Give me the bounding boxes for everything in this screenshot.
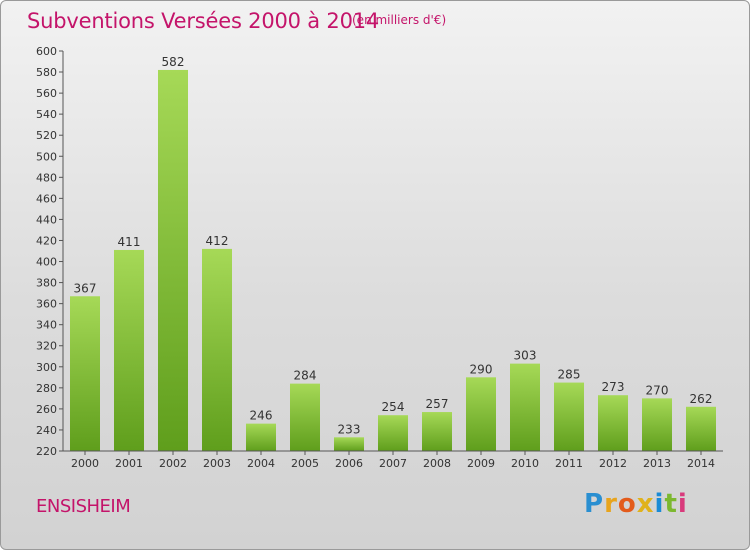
- logo-letter: i: [654, 489, 665, 519]
- x-tick-label: 2012: [599, 457, 627, 470]
- value-label-2004: 246: [250, 409, 273, 423]
- y-axis: 220 240 260 280 300 320 340 360 380 400 420 440 460 4…: [36, 45, 64, 458]
- bar-2004: [246, 423, 276, 451]
- y-tick-label: 220: [36, 445, 57, 458]
- y-tick-label: 560: [36, 87, 57, 100]
- x-tick-label: 2010: [511, 457, 539, 470]
- x-tick-label: 2001: [115, 457, 143, 470]
- x-tick-label: 2009: [467, 457, 495, 470]
- y-tick-label: 280: [36, 382, 57, 395]
- value-label-2005: 284: [294, 369, 317, 383]
- y-tick-label: 360: [36, 298, 57, 311]
- bar-2001: [114, 249, 144, 451]
- bar-2007: [378, 415, 408, 451]
- y-tick-label: 460: [36, 192, 57, 205]
- value-label-2009: 290: [470, 362, 493, 376]
- y-tick-label: 400: [36, 256, 57, 269]
- y-tick-label: 480: [36, 171, 57, 184]
- x-tick-label: 2005: [291, 457, 319, 470]
- value-label-2007: 254: [382, 400, 405, 414]
- bar-2014: [686, 406, 716, 451]
- y-tick-label: 320: [36, 340, 57, 353]
- x-tick-label: 2013: [643, 457, 671, 470]
- bar-2008: [422, 412, 452, 451]
- bars: 367 411 582 412 246 284 233 254 257 290 303 285 273 2…: [70, 55, 716, 452]
- bar-2009: [466, 377, 496, 451]
- chart-subtitle: (en milliers d'€): [352, 13, 447, 27]
- bar-2006: [334, 437, 364, 451]
- x-tick-label: 2006: [335, 457, 363, 470]
- y-tick-label: 540: [36, 108, 57, 121]
- logo-letter: t: [664, 489, 678, 519]
- chart-title: Subventions Versées 2000 à 2014: [27, 9, 380, 33]
- logo-letter: r: [604, 489, 618, 519]
- x-tick-label: 2008: [423, 457, 451, 470]
- y-tick-label: 520: [36, 129, 57, 142]
- logo-letter: x: [636, 489, 655, 519]
- y-tick-label: 340: [36, 319, 57, 332]
- value-label-2008: 257: [426, 397, 449, 411]
- y-tick-label: 420: [36, 234, 57, 247]
- y-tick-label: 300: [36, 361, 57, 374]
- value-label-2000: 367: [74, 281, 97, 295]
- bar-2000: [70, 296, 100, 451]
- x-axis: 2000 2001 2002 2003 2004 2005 2006 2007 2008 2009…: [63, 450, 723, 470]
- value-label-2012: 273: [602, 380, 625, 394]
- y-tick-label: 440: [36, 213, 57, 226]
- x-tick-label: 2000: [71, 457, 99, 470]
- x-tick-label: 2004: [247, 457, 275, 470]
- value-label-2006: 233: [338, 422, 361, 436]
- x-tick-label: 2003: [203, 457, 231, 470]
- y-tick-label: 380: [36, 277, 57, 290]
- x-tick-label: 2007: [379, 457, 407, 470]
- x-tick-label: 2014: [687, 457, 715, 470]
- value-label-2011: 285: [558, 368, 581, 382]
- commune-name: ENSISHEIM: [36, 496, 131, 517]
- y-tick-label: 500: [36, 150, 57, 163]
- bar-2013: [642, 398, 672, 451]
- bar-2002: [158, 69, 188, 452]
- value-label-2001: 411: [118, 235, 141, 249]
- value-label-2013: 270: [646, 383, 669, 397]
- y-tick-label: 600: [36, 45, 57, 58]
- bar-2010: [510, 363, 540, 451]
- logo-letter: P: [584, 489, 605, 519]
- y-tick-label: 580: [36, 66, 57, 79]
- value-label-2010: 303: [514, 349, 537, 363]
- value-label-2002: 582: [162, 55, 185, 69]
- bar-2011: [554, 382, 584, 451]
- value-label-2014: 262: [690, 392, 713, 406]
- bar-2012: [598, 395, 628, 451]
- proxiti-logo: Proxiti: [584, 489, 688, 519]
- x-tick-label: 2002: [159, 457, 187, 470]
- y-tick-label: 260: [36, 403, 57, 416]
- y-tick-label: 240: [36, 424, 57, 437]
- logo-letter: i: [677, 489, 688, 519]
- value-label-2003: 412: [206, 234, 229, 248]
- logo-letter: o: [617, 489, 637, 519]
- x-tick-label: 2011: [555, 457, 583, 470]
- bar-2005: [290, 383, 320, 451]
- bar-2003: [202, 248, 232, 451]
